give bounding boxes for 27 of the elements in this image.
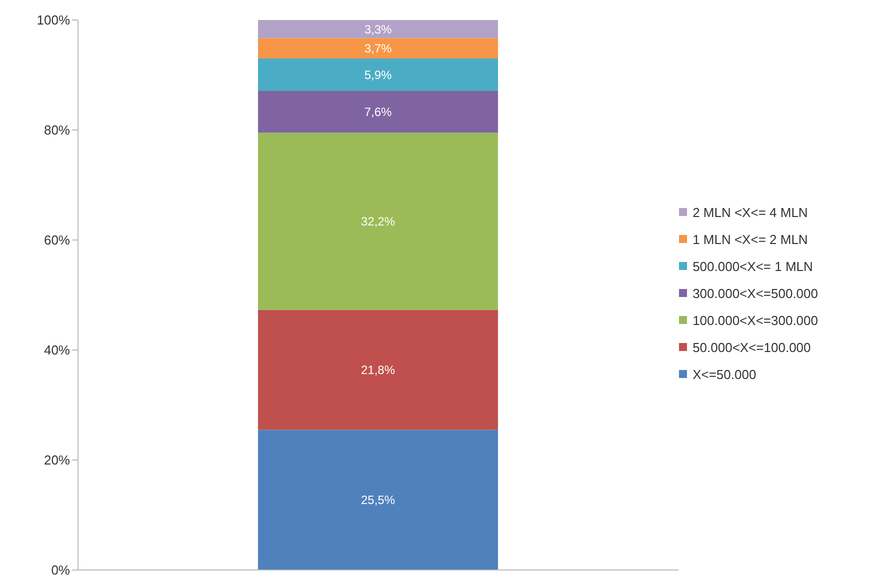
y-tick-label: 80% xyxy=(44,122,70,138)
data-label: 3,3% xyxy=(364,22,392,36)
legend-label: 1 MLN <X<= 2 MLN xyxy=(692,232,808,246)
y-tick-label: 20% xyxy=(44,452,70,468)
legend-label: 300.000<X<=500.000 xyxy=(692,286,818,300)
y-tick-label: 40% xyxy=(44,342,70,358)
bar xyxy=(258,58,498,91)
data-label: 25,5% xyxy=(360,493,396,508)
legend-label: 100.000<X<=300.000 xyxy=(692,312,818,328)
bar xyxy=(258,430,498,570)
bar xyxy=(258,310,498,430)
bar xyxy=(258,38,498,58)
data-label: 21,8% xyxy=(360,363,396,378)
y-tick-label: 100% xyxy=(36,12,70,28)
legend-label: 500.000<X<= 1 MLN xyxy=(692,258,813,274)
data-label: 32,2% xyxy=(360,214,396,229)
bar xyxy=(258,90,498,133)
data-label: 3,7% xyxy=(364,42,392,56)
bar xyxy=(258,20,498,38)
data-label: 5,9% xyxy=(364,68,392,82)
y-tick-label: 60% xyxy=(44,232,70,248)
bar xyxy=(258,132,498,310)
legend-label: X<=50.000 xyxy=(692,366,756,382)
legend-label: 2 MLN <X<= 4 MLN xyxy=(692,204,808,220)
legend-label: 50.000<X<=100.000 xyxy=(692,340,811,354)
y-tick-label: 0% xyxy=(51,562,70,578)
data-label: 7,6% xyxy=(364,105,392,120)
